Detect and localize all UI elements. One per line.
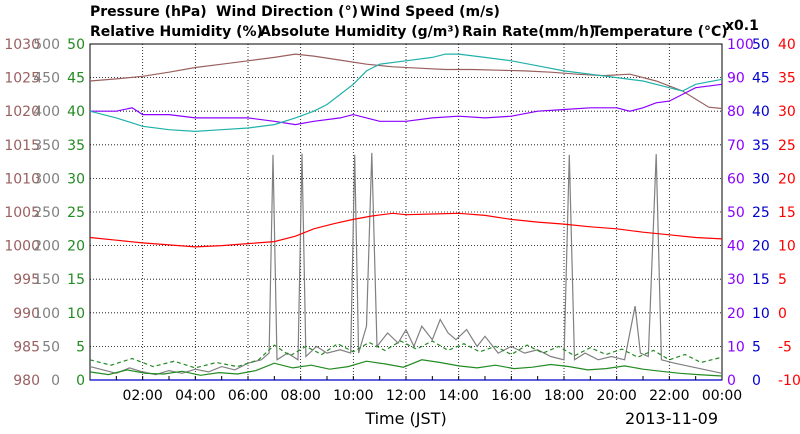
y-tick-temperature: 0 [778,306,787,322]
y-tick-wind-speed: 40 [67,104,85,120]
y-tick-pressure: 1025 [4,71,40,87]
x-tick-label: 22:00 [649,388,689,404]
axes-group: 02:00 04:00 06:00 08:00 10:00 12:00 14:00 16:00… [4,37,800,404]
y-tick-wind-speed: 20 [67,239,85,255]
y-tick-humidity: 10 [727,339,745,355]
legend-wind-direction: Wind Direction (°) [216,4,358,20]
y-tick-humidity: 90 [727,71,745,87]
series-temperature-c [89,212,723,248]
x-tick-label: 02:00 [122,388,162,404]
y-tick-humidity: 0 [727,373,736,389]
y-tick-wind-speed: 45 [67,71,85,87]
series-relative-humidity [90,83,723,126]
y-tick-wind-direction: 150 [33,272,60,288]
y-tick-rain-rate: 0 [752,373,761,389]
y-tick-temperature: -5 [778,339,792,355]
y-tick-temperature: 35 [778,71,796,87]
y-tick-wind-speed: 30 [67,171,85,187]
x-axis-label: Time (JST) [364,409,446,428]
legend-temperature: Temperature (°C) [592,24,728,40]
y-tick-rain-rate: 35 [752,138,770,154]
y-tick-wind-direction: 300 [33,171,60,187]
x-tick-label: 04:00 [175,388,215,404]
y-tick-pressure: 990 [13,306,40,322]
y-tick-wind-direction: 50 [42,339,60,355]
y-tick-rain-rate: 30 [752,171,770,187]
y-tick-pressure: 1030 [4,37,40,53]
y-tick-wind-direction: 100 [33,306,60,322]
y-tick-rain-rate: 15 [752,272,770,288]
y-tick-temperature: 5 [778,272,787,288]
y-tick-wind-direction: 200 [33,239,60,255]
series-wind-direction [89,152,723,376]
legend-relative-humidity: Relative Humidity (%) [90,24,263,40]
y-tick-temperature: 20 [778,171,796,187]
y-tick-humidity: 60 [727,171,745,187]
y-tick-wind-speed: 25 [67,205,85,221]
y-tick-rain-rate: 10 [752,306,770,322]
series-absolute-humidity-g-m [89,53,723,133]
y-tick-humidity: 50 [727,205,745,221]
y-tick-temperature: 40 [778,37,796,53]
x-tick-label: 14:00 [438,388,478,404]
series-wind-speed-m-s [89,359,723,377]
x-tick-label: 10:00 [333,388,373,404]
y-tick-wind-speed: 5 [76,339,85,355]
legend-rain-rate: Rain Rate(mm/h) [462,24,595,40]
x-tick-label: 18:00 [544,388,584,404]
y-tick-wind-speed: 50 [67,37,85,53]
x-tick-label: 08:00 [280,388,320,404]
y-tick-humidity: 40 [727,239,745,255]
y-tick-humidity: 30 [727,272,745,288]
legend-absolute-humidity: Absolute Humidity (g/m³) [260,24,460,40]
y-tick-pressure: 980 [13,373,40,389]
x-tick-label: 20:00 [596,388,636,404]
y-tick-wind-direction: 350 [33,138,60,154]
y-tick-pressure: 1005 [4,205,40,221]
y-tick-temperature: 15 [778,205,796,221]
y-tick-wind-direction: 400 [33,104,60,120]
date-label: 2013-11-09 [625,409,718,428]
y-tick-wind-direction: 0 [51,373,60,389]
x-tick-label: 12:00 [386,388,426,404]
series-wind-speed-max-m-s [89,340,723,369]
axis-note: x0.1 [725,18,759,34]
x-tick-label: 06:00 [228,388,268,404]
y-tick-pressure: 1020 [4,104,40,120]
y-tick-rain-rate: 25 [752,205,770,221]
y-tick-temperature: 30 [778,104,796,120]
y-tick-wind-direction: 250 [33,205,60,221]
y-tick-temperature: 10 [778,239,796,255]
y-tick-wind-speed: 0 [76,373,85,389]
grid [90,44,723,380]
y-tick-pressure: 985 [13,339,40,355]
y-tick-wind-direction: 500 [33,37,60,53]
x-tick-label: 16:00 [491,388,531,404]
y-tick-pressure: 1000 [4,239,40,255]
y-tick-humidity: 80 [727,104,745,120]
y-tick-pressure: 995 [13,272,40,288]
y-tick-humidity: 70 [727,138,745,154]
y-tick-temperature: 25 [778,138,796,154]
y-tick-rain-rate: 50 [752,37,770,53]
y-tick-pressure: 1015 [4,138,40,154]
y-tick-wind-speed: 10 [67,306,85,322]
y-tick-rain-rate: 40 [752,104,770,120]
legend-pressure: Pressure (hPa) [90,4,207,20]
y-tick-wind-speed: 35 [67,138,85,154]
y-tick-rain-rate: 20 [752,239,770,255]
y-tick-wind-direction: 450 [33,71,60,87]
y-tick-humidity: 20 [727,306,745,322]
x-tick-label: 00:00 [702,388,742,404]
y-tick-humidity: 100 [727,37,754,53]
legend-wind-speed: Wind Speed (m/s) [360,4,500,20]
y-tick-wind-speed: 15 [67,272,85,288]
y-tick-temperature: -10 [778,373,800,389]
y-tick-rain-rate: 45 [752,71,770,87]
y-tick-rain-rate: 5 [752,339,761,355]
series-pressure-hpa [89,53,723,110]
y-tick-pressure: 1010 [4,171,40,187]
